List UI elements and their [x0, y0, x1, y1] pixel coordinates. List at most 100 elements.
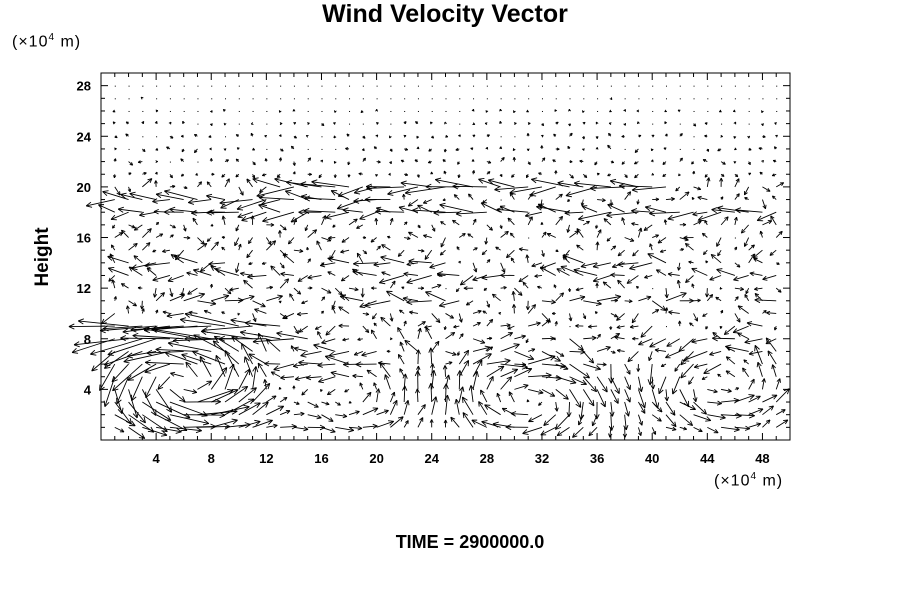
vector-head — [303, 210, 310, 214]
vector-shaft — [588, 325, 598, 328]
wind-vector — [154, 171, 158, 175]
vector-head — [430, 121, 433, 124]
vector-shaft — [262, 211, 295, 222]
vector-shaft — [754, 293, 763, 302]
vector-head — [162, 251, 166, 253]
vector-shaft — [293, 249, 304, 252]
wind-vector — [266, 294, 283, 302]
vector-head — [531, 265, 536, 268]
vector-shaft — [486, 365, 505, 378]
wind-vector — [748, 172, 752, 176]
vector-shaft — [680, 363, 694, 379]
vector-shaft — [555, 193, 563, 200]
wind-vector — [529, 186, 556, 197]
wind-vector — [540, 262, 556, 270]
vector-head — [615, 296, 622, 301]
wind-vector — [155, 309, 159, 314]
vector-head — [631, 222, 635, 224]
vector-head — [754, 344, 760, 350]
vector-head — [616, 318, 621, 321]
wind-vector — [554, 414, 570, 430]
vector-shaft — [238, 295, 255, 302]
vector-head — [150, 426, 155, 433]
vector-head — [207, 181, 211, 184]
vector-shaft — [775, 182, 784, 188]
vector-shaft — [197, 300, 216, 305]
vector-head — [164, 190, 170, 196]
vector-head — [616, 349, 621, 353]
vector-head — [215, 355, 221, 360]
vector-head — [407, 400, 410, 406]
vector-shaft — [435, 179, 474, 188]
vector-head — [461, 396, 464, 404]
vector-shaft — [252, 178, 281, 188]
vector-shaft — [583, 220, 590, 226]
wind-vector — [181, 353, 212, 365]
vector-head — [556, 407, 559, 412]
vector-head — [120, 192, 127, 195]
vector-head — [162, 249, 166, 252]
wind-vector — [513, 122, 517, 126]
wind-vector — [321, 215, 327, 226]
vector-head — [138, 437, 145, 439]
wind-vector — [459, 233, 466, 238]
vector-shaft — [455, 399, 460, 415]
vector-shaft — [197, 389, 234, 403]
vector-head — [686, 191, 690, 197]
vector-head — [609, 180, 616, 185]
vector-head — [269, 286, 273, 290]
vector-head — [321, 342, 327, 345]
vector-shaft — [321, 237, 332, 242]
vector-head — [424, 404, 426, 410]
vector-head — [244, 368, 250, 374]
wind-vector — [333, 174, 337, 178]
vector-head — [229, 289, 234, 292]
vector-shaft — [356, 252, 364, 264]
vector-head — [773, 394, 778, 400]
vector-head — [617, 348, 621, 351]
wind-vector — [307, 258, 311, 264]
vector-shaft — [424, 325, 432, 328]
wind-vector — [555, 147, 560, 151]
vector-head — [592, 337, 597, 341]
wind-vector — [573, 267, 598, 276]
wind-vector — [278, 300, 282, 304]
vector-head — [740, 286, 744, 290]
wind-vector — [278, 230, 282, 238]
vector-head — [606, 346, 611, 351]
vector-head — [366, 185, 373, 189]
vector-shaft — [693, 389, 697, 402]
vector-head — [757, 395, 761, 401]
vector-head — [151, 328, 158, 332]
wind-vector — [679, 414, 694, 426]
vector-head — [223, 294, 229, 296]
vector-shaft — [488, 179, 515, 188]
vector-shaft — [680, 351, 694, 366]
wind-vector — [688, 376, 694, 385]
wind-vector — [717, 205, 749, 213]
wind-vector — [358, 172, 363, 176]
vector-head — [263, 379, 266, 384]
wind-vector — [166, 146, 171, 150]
vector-head — [139, 211, 145, 216]
vector-head — [568, 123, 571, 127]
vector-head — [188, 202, 195, 205]
wind-vector — [416, 365, 421, 377]
vector-head — [286, 278, 290, 284]
vector-shaft — [279, 278, 289, 289]
wind-vector — [582, 121, 586, 125]
wind-vector — [472, 371, 479, 390]
vector-shaft — [131, 376, 143, 401]
vector-head — [152, 279, 159, 282]
vector-shaft — [757, 362, 763, 377]
vector-head — [428, 382, 432, 389]
vector-shaft — [157, 376, 171, 390]
wind-vector — [114, 232, 124, 238]
vector-shaft — [596, 295, 621, 302]
vector-head — [111, 279, 114, 284]
vector-head — [499, 174, 503, 178]
vector-head — [510, 413, 516, 417]
wind-vector — [375, 134, 379, 138]
vector-head — [688, 381, 693, 385]
vector-shaft — [376, 388, 380, 403]
